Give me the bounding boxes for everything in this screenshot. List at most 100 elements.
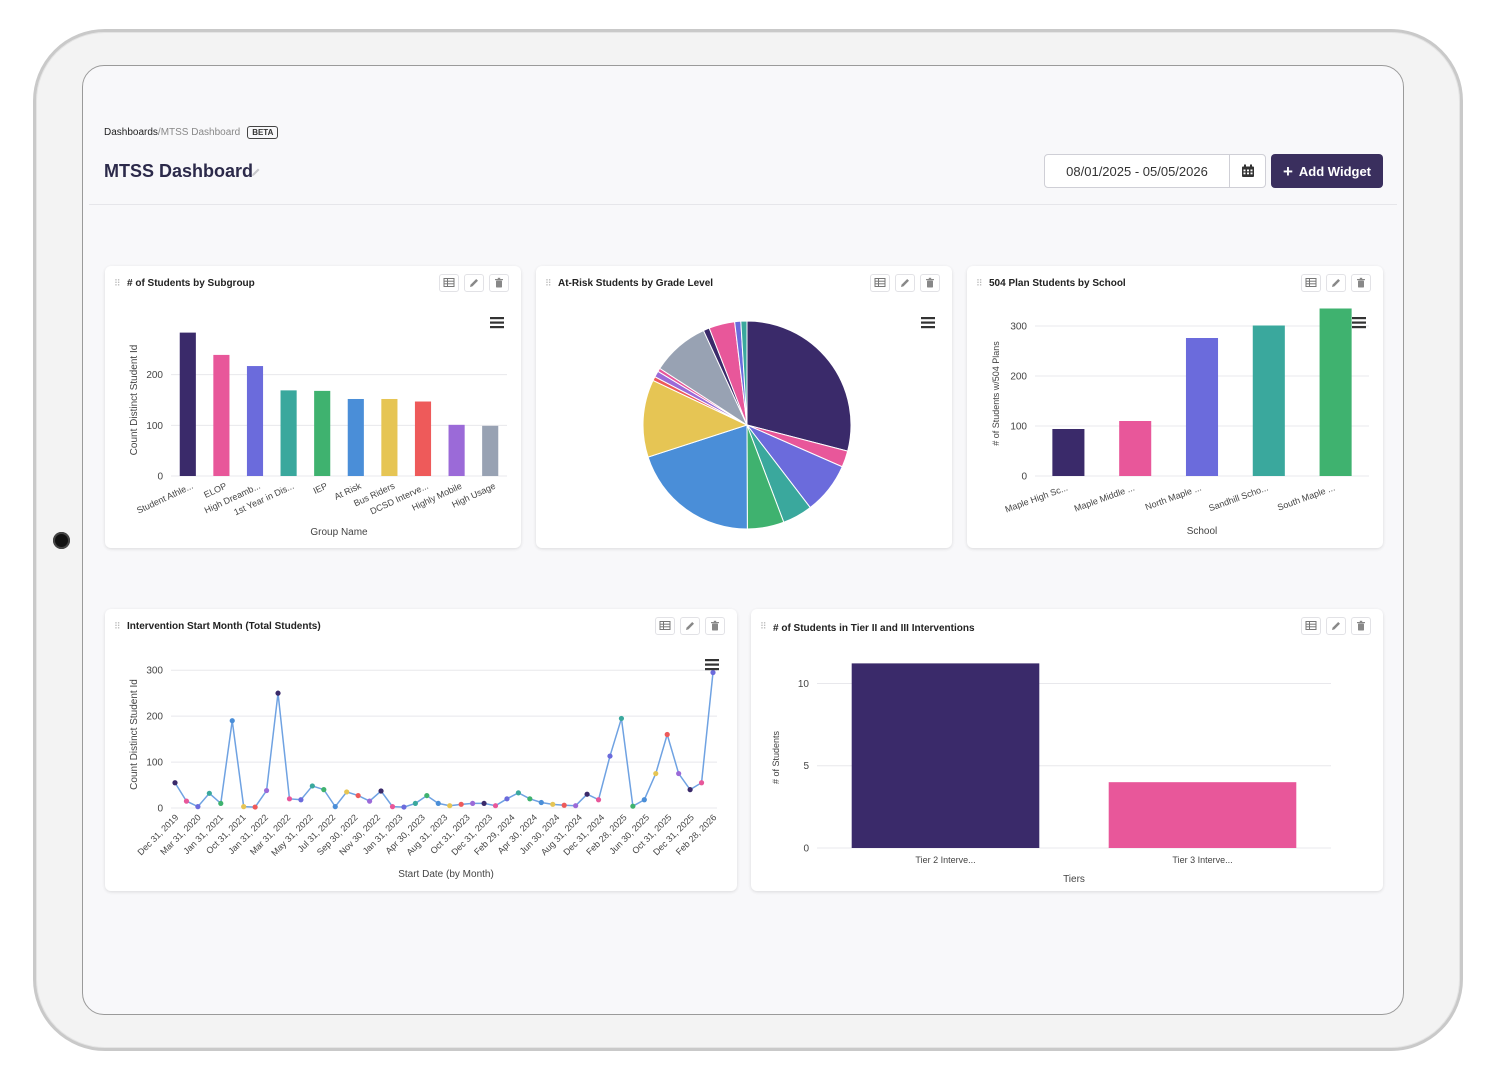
data-point[interactable]: [355, 792, 361, 799]
edit-button[interactable]: [895, 274, 915, 292]
bar[interactable]: [1252, 325, 1285, 477]
edit-button[interactable]: [464, 274, 484, 292]
drag-handle-icon[interactable]: ⠿: [545, 278, 552, 288]
data-point[interactable]: [584, 791, 590, 797]
bar[interactable]: [482, 425, 499, 476]
data-point[interactable]: [607, 753, 613, 759]
data-point[interactable]: [172, 780, 178, 786]
data-point[interactable]: [641, 797, 647, 803]
table-view-button[interactable]: [1301, 617, 1321, 635]
data-point[interactable]: [710, 669, 716, 676]
data-point[interactable]: [286, 796, 293, 802]
pie-slice[interactable]: [746, 320, 852, 452]
data-point[interactable]: [515, 790, 522, 796]
data-point[interactable]: [424, 792, 430, 799]
drag-handle-icon[interactable]: ⠿: [976, 278, 983, 288]
drag-handle-icon[interactable]: ⠿: [114, 621, 121, 631]
data-point[interactable]: [206, 790, 212, 796]
edit-button[interactable]: [1326, 274, 1346, 292]
bar[interactable]: [347, 398, 364, 476]
data-point[interactable]: [401, 804, 407, 810]
drag-handle-icon[interactable]: ⠿: [114, 278, 121, 288]
date-range-picker[interactable]: 08/01/2025 - 05/05/2026: [1044, 154, 1266, 188]
table-view-button[interactable]: [870, 274, 890, 292]
edit-title-icon[interactable]: [250, 166, 264, 180]
data-point[interactable]: [332, 804, 338, 810]
bar[interactable]: [448, 424, 465, 476]
bar[interactable]: [381, 398, 398, 476]
date-range-input[interactable]: 08/01/2025 - 05/05/2026: [1066, 163, 1208, 179]
bar[interactable]: [1108, 782, 1297, 848]
bar[interactable]: [1052, 429, 1085, 476]
bar[interactable]: [414, 401, 432, 476]
chart-menu-icon[interactable]: [921, 317, 935, 329]
data-point[interactable]: [263, 787, 270, 794]
chart-menu-icon[interactable]: [705, 659, 719, 671]
delete-button[interactable]: [489, 274, 509, 292]
bar[interactable]: [1119, 421, 1152, 476]
data-point[interactable]: [412, 800, 418, 807]
data-point[interactable]: [687, 787, 693, 793]
table-view-button[interactable]: [655, 617, 675, 635]
chart-menu-icon[interactable]: [490, 317, 504, 329]
data-point[interactable]: [241, 804, 247, 810]
bar[interactable]: [851, 663, 1040, 848]
data-point[interactable]: [229, 718, 235, 724]
data-point[interactable]: [492, 803, 499, 809]
data-point[interactable]: [275, 690, 281, 696]
chart-menu-icon[interactable]: [1352, 317, 1366, 329]
data-point[interactable]: [481, 800, 487, 807]
data-point[interactable]: [630, 803, 636, 809]
data-point[interactable]: [618, 715, 625, 722]
pie-slice[interactable]: [647, 424, 748, 530]
data-point[interactable]: [195, 804, 201, 810]
calendar-icon[interactable]: [1229, 155, 1265, 187]
data-point[interactable]: [389, 804, 396, 810]
data-point[interactable]: [676, 770, 682, 777]
table-view-button[interactable]: [439, 274, 459, 292]
data-point[interactable]: [595, 797, 602, 803]
data-point[interactable]: [218, 800, 224, 807]
data-point[interactable]: [653, 770, 659, 777]
delete-button[interactable]: [705, 617, 725, 635]
data-point[interactable]: [378, 788, 384, 794]
breadcrumb-root[interactable]: Dashboards: [104, 127, 158, 138]
edit-button[interactable]: [1326, 617, 1346, 635]
delete-button[interactable]: [1351, 274, 1371, 292]
data-point[interactable]: [321, 787, 327, 793]
data-point[interactable]: [527, 796, 533, 802]
delete-button[interactable]: [920, 274, 940, 292]
pie-slice[interactable]: [740, 320, 748, 426]
data-point[interactable]: [183, 798, 190, 804]
data-point[interactable]: [309, 783, 315, 789]
data-point[interactable]: [470, 800, 476, 807]
data-point[interactable]: [298, 797, 304, 803]
bar[interactable]: [280, 390, 297, 476]
data-point[interactable]: [550, 801, 556, 807]
data-point[interactable]: [344, 789, 350, 795]
bar[interactable]: [1319, 308, 1352, 477]
delete-button[interactable]: [1351, 617, 1371, 635]
data-point[interactable]: [435, 800, 441, 807]
data-point[interactable]: [458, 801, 464, 807]
data-point[interactable]: [573, 803, 579, 809]
data-point[interactable]: [504, 796, 510, 802]
bar[interactable]: [1185, 338, 1219, 476]
add-widget-button[interactable]: + Add Widget: [1271, 154, 1383, 188]
bar[interactable]: [179, 332, 196, 476]
data-point[interactable]: [561, 802, 567, 808]
widget-title: # of Students by Subgroup: [127, 278, 255, 289]
data-point[interactable]: [252, 804, 258, 810]
data-point[interactable]: [698, 780, 705, 786]
bar[interactable]: [246, 366, 264, 476]
bar[interactable]: [213, 354, 230, 476]
pie-slice[interactable]: [642, 379, 749, 458]
data-point[interactable]: [664, 731, 670, 738]
bar[interactable]: [314, 390, 331, 476]
edit-button[interactable]: [680, 617, 700, 635]
data-point[interactable]: [538, 799, 544, 806]
table-view-button[interactable]: [1301, 274, 1321, 292]
data-point[interactable]: [366, 798, 373, 804]
data-point[interactable]: [447, 803, 453, 809]
drag-handle-icon[interactable]: ⠿: [760, 621, 767, 631]
